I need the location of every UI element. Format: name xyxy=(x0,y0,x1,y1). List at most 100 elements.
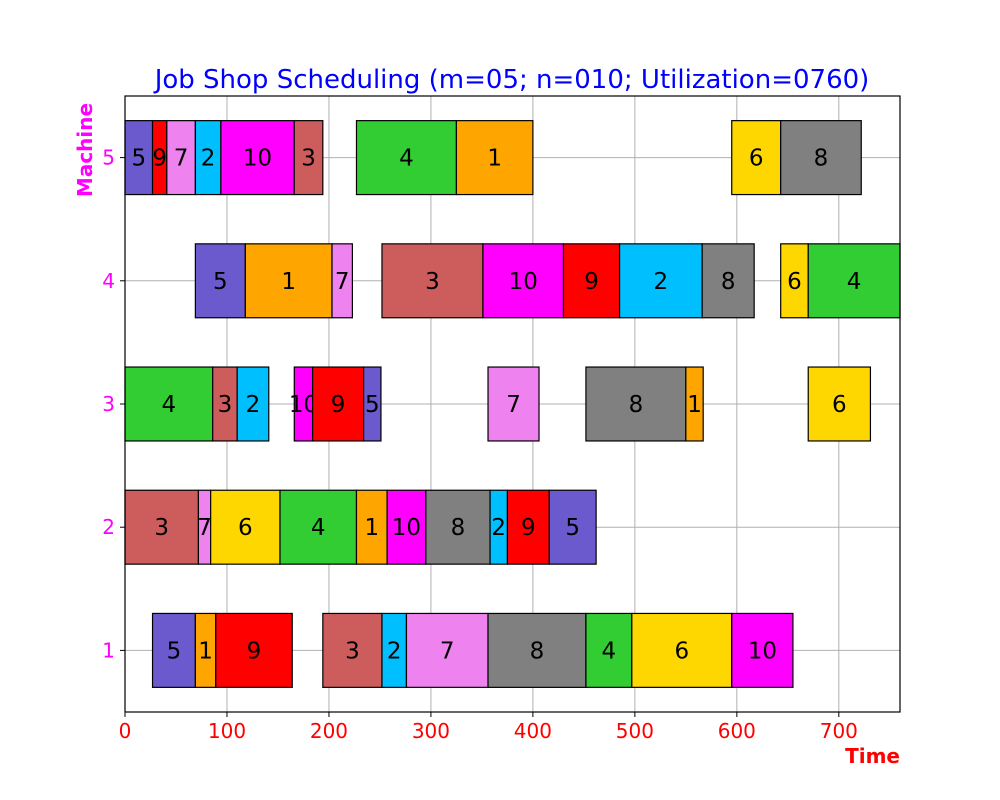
task-bar xyxy=(807,366,872,442)
task-label: 2 xyxy=(201,146,216,172)
task-bar xyxy=(124,489,200,565)
task-label: 5 xyxy=(365,392,380,418)
task-bar xyxy=(455,120,534,196)
task-label: 5 xyxy=(131,146,146,172)
task-label: 2 xyxy=(491,515,506,541)
task-label: 1 xyxy=(198,638,213,664)
x-tick-label: 500 xyxy=(616,719,654,743)
task-label: 6 xyxy=(787,269,802,295)
task-bar xyxy=(562,243,621,319)
task-label: 3 xyxy=(345,638,360,664)
x-axis-label: Time xyxy=(845,744,900,768)
x-tick-label: 100 xyxy=(208,719,246,743)
task-label: 8 xyxy=(721,269,736,295)
task-bar xyxy=(215,612,293,688)
x-tick-label: 400 xyxy=(514,719,552,743)
task-bar xyxy=(381,612,408,688)
task-bar xyxy=(585,366,687,442)
y-axis-ticks: 1 2 3 4 5 xyxy=(102,146,125,662)
chart-title: Job Shop Scheduling (m=05; n=010; Utiliz… xyxy=(153,65,870,95)
y-tick-label: 3 xyxy=(102,392,115,416)
task-bar xyxy=(506,489,550,565)
task-bars: 5 9 7 2 10 3 4 1 6 85 1 7 3 10 9 2 8 6 44 3 2 10 9 5 7 8 1 63 7 6 4 1 10… xyxy=(124,120,901,688)
task-bar xyxy=(381,243,484,319)
task-label: 5 xyxy=(565,515,580,541)
task-label: 10 xyxy=(243,146,272,172)
task-label: 4 xyxy=(399,146,414,172)
task-label: 10 xyxy=(748,638,777,664)
task-label: 9 xyxy=(521,515,536,541)
task-label: 2 xyxy=(387,638,402,664)
task-bar xyxy=(548,489,597,565)
task-label: 1 xyxy=(487,146,502,172)
task-label: 3 xyxy=(301,146,316,172)
task-label: 1 xyxy=(687,392,702,418)
task-bar xyxy=(322,612,383,688)
task-bar xyxy=(293,120,324,196)
task-label: 9 xyxy=(584,269,599,295)
task-label: 7 xyxy=(197,515,212,541)
task-bar xyxy=(355,489,388,565)
task-label: 9 xyxy=(247,638,262,664)
task-bar xyxy=(124,366,214,442)
task-bar xyxy=(194,120,222,196)
task-label: 8 xyxy=(629,392,644,418)
task-bar xyxy=(807,243,901,319)
task-label: 7 xyxy=(506,392,521,418)
task-bar xyxy=(210,489,281,565)
task-bar xyxy=(701,243,755,319)
task-label: 6 xyxy=(674,638,689,664)
x-axis-ticks: 0 100 200 300 400 500 600 700 xyxy=(119,712,858,743)
task-label: 5 xyxy=(213,269,228,295)
task-label: 7 xyxy=(335,269,350,295)
task-label: 2 xyxy=(654,269,669,295)
y-axis-label: Machine xyxy=(73,103,97,197)
task-bar xyxy=(236,366,270,442)
task-bar xyxy=(780,243,809,319)
task-bar xyxy=(585,612,633,688)
task-bar xyxy=(780,120,862,196)
task-label: 8 xyxy=(530,638,545,664)
task-label: 4 xyxy=(602,638,617,664)
task-label: 9 xyxy=(152,146,167,172)
task-label: 6 xyxy=(832,392,847,418)
task-label: 6 xyxy=(238,515,253,541)
task-bar xyxy=(685,366,704,442)
task-label: 2 xyxy=(246,392,261,418)
task-label: 3 xyxy=(218,392,233,418)
task-label: 3 xyxy=(425,269,440,295)
task-label: 9 xyxy=(331,392,346,418)
task-bar xyxy=(151,612,196,688)
task-bar xyxy=(405,612,489,688)
task-label: 4 xyxy=(311,515,326,541)
task-bar xyxy=(631,612,733,688)
task-label: 7 xyxy=(174,146,189,172)
task-label: 6 xyxy=(749,146,764,172)
task-bar xyxy=(220,120,295,196)
y-tick-label: 5 xyxy=(102,146,115,170)
task-label: 4 xyxy=(847,269,862,295)
task-bar xyxy=(331,243,354,319)
task-label: 10 xyxy=(509,269,538,295)
task-bar xyxy=(731,120,782,196)
task-label: 7 xyxy=(440,638,455,664)
x-tick-label: 300 xyxy=(412,719,450,743)
x-tick-label: 600 xyxy=(718,719,756,743)
task-bar xyxy=(244,243,333,319)
y-tick-label: 2 xyxy=(102,515,115,539)
task-label: 8 xyxy=(814,146,829,172)
task-bar xyxy=(312,366,365,442)
task-bar xyxy=(487,612,587,688)
task-label: 8 xyxy=(451,515,466,541)
y-tick-label: 4 xyxy=(102,269,115,293)
x-tick-label: 700 xyxy=(820,719,858,743)
y-tick-label: 1 xyxy=(102,638,115,662)
task-bar xyxy=(363,366,382,442)
task-bar xyxy=(386,489,427,565)
task-bar xyxy=(482,243,565,319)
task-bar xyxy=(487,366,540,442)
task-bar xyxy=(279,489,358,565)
x-tick-label: 0 xyxy=(119,719,132,743)
task-bar xyxy=(355,120,458,196)
